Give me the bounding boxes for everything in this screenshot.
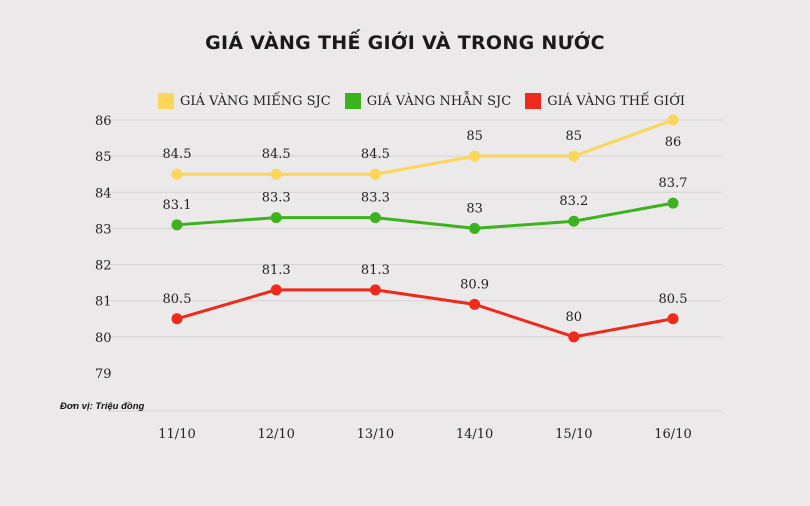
legend-label-mieng-sjc: GIÁ VÀNG MIẾNG SJC xyxy=(180,93,331,109)
data-label: 83.7 xyxy=(659,176,688,191)
y-tick-label: 80 xyxy=(95,331,112,346)
data-label: 80.9 xyxy=(460,277,489,292)
data-point xyxy=(568,215,580,227)
data-label: 85 xyxy=(466,129,483,144)
data-point xyxy=(469,298,481,310)
x-tick-label: 14/10 xyxy=(456,427,493,442)
data-point xyxy=(369,168,381,180)
data-label: 80.5 xyxy=(163,292,192,307)
data-label: 84.5 xyxy=(262,147,291,162)
data-label: 84.5 xyxy=(361,147,390,162)
y-tick-label: 83 xyxy=(95,222,112,237)
series-line-2 xyxy=(176,288,674,339)
legend-swatch-nhan-sjc xyxy=(344,93,361,109)
data-label: 83.2 xyxy=(559,194,588,209)
y-tick-label: 81 xyxy=(95,295,112,310)
series-line-1 xyxy=(176,201,674,230)
series-line-0 xyxy=(177,118,674,176)
data-label: 81.3 xyxy=(361,263,390,278)
chart-title: GIÁ VÀNG THẾ GIỚI VÀ TRONG NƯỚC xyxy=(205,32,605,54)
data-label: 84.5 xyxy=(163,147,192,162)
x-tick-label: 16/10 xyxy=(654,427,691,442)
legend-item-mieng-sjc: GIÁ VÀNG MIẾNG SJC xyxy=(158,93,331,109)
legend-item-the-gioi: GIÁ VÀNG THẾ GIỚI xyxy=(525,93,685,109)
data-label: 81.3 xyxy=(262,263,291,278)
data-point xyxy=(270,212,282,224)
legend-item-nhan-sjc: GIÁ VÀNG NHẪN SJC xyxy=(344,93,512,109)
data-point xyxy=(667,114,679,126)
legend-label-nhan-sjc: GIÁ VÀNG NHẪN SJC xyxy=(366,93,512,109)
data-label: 80 xyxy=(566,310,583,325)
unit-note: Đơn vị: Triệu đồng xyxy=(60,401,145,412)
data-point xyxy=(667,197,679,209)
legend-swatch-the-gioi xyxy=(525,93,542,109)
data-point xyxy=(270,284,282,296)
data-point xyxy=(469,150,481,162)
legend: GIÁ VÀNG MIẾNG SJC GIÁ VÀNG NHẪN SJC GIÁ… xyxy=(158,93,699,109)
data-point xyxy=(171,168,183,180)
y-tick-label: 84 xyxy=(95,186,112,201)
x-tick-label: 15/10 xyxy=(555,427,592,442)
data-label: 80.5 xyxy=(659,292,688,307)
data-label: 83.1 xyxy=(163,198,192,213)
x-tick-label: 12/10 xyxy=(257,427,294,442)
data-point xyxy=(568,150,580,162)
y-tick-label: 79 xyxy=(95,367,112,382)
data-label: 83 xyxy=(466,201,483,216)
data-point xyxy=(369,284,381,296)
x-tick-label: 11/10 xyxy=(158,427,195,442)
data-point xyxy=(568,331,580,343)
y-tick-label: 86 xyxy=(95,114,112,129)
y-tick-label: 82 xyxy=(95,259,112,274)
data-point xyxy=(171,313,183,325)
data-label: 83.3 xyxy=(262,191,291,206)
legend-swatch-mieng-sjc xyxy=(158,93,174,109)
data-point xyxy=(469,222,481,234)
data-label: 85 xyxy=(566,129,583,144)
x-tick-label: 13/10 xyxy=(357,427,394,442)
data-point xyxy=(171,219,183,231)
data-point xyxy=(369,212,381,224)
data-label: 83.3 xyxy=(361,191,390,206)
data-label: 86 xyxy=(665,135,682,150)
y-tick-label: 85 xyxy=(95,150,112,165)
legend-label-the-gioi: GIÁ VÀNG THẾ GIỚI xyxy=(547,93,685,109)
data-point xyxy=(270,168,282,180)
data-point xyxy=(667,313,679,325)
